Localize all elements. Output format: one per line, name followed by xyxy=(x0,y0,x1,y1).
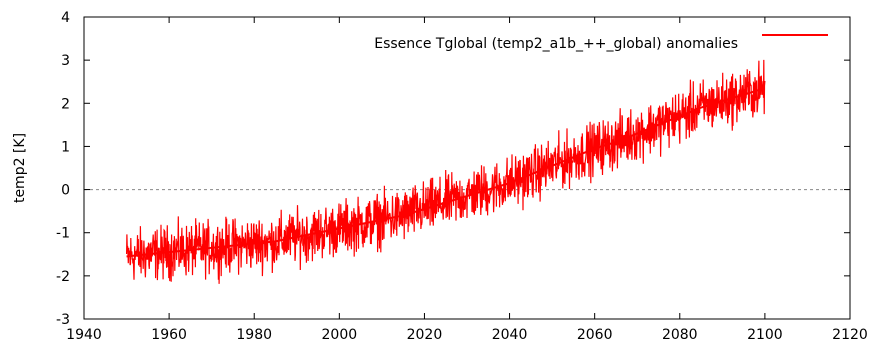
y-tick-label: 1 xyxy=(61,139,70,155)
legend-label: Essence Tglobal (temp2_a1b_++_global) an… xyxy=(374,36,738,52)
x-axis: 1940 1960 1980 2000 2020 2040 2060 2080 2100 2120 xyxy=(66,17,868,343)
y-tick-label: 4 xyxy=(61,10,70,26)
x-tick-label: 1960 xyxy=(151,327,187,343)
y-tick-label: 2 xyxy=(61,96,70,112)
legend: Essence Tglobal (temp2_a1b_++_global) an… xyxy=(374,34,828,52)
series-noise xyxy=(126,59,766,284)
y-tick-label: -2 xyxy=(56,269,70,285)
x-tick-label: 2100 xyxy=(747,327,783,343)
y-tick-label: -3 xyxy=(56,312,70,328)
y-tick-label: 0 xyxy=(61,183,70,199)
plot-frame xyxy=(83,16,851,320)
x-tick-label: 2080 xyxy=(662,327,698,343)
series-layer xyxy=(126,59,766,284)
x-tick-label: 2040 xyxy=(492,327,528,343)
x-tick-label: 2120 xyxy=(832,327,868,343)
x-tick-label: 1980 xyxy=(236,327,272,343)
y-tick-label: -1 xyxy=(56,226,70,242)
y-axis: -3 -2 -1 0 1 2 3 4 xyxy=(56,10,850,328)
y-tick-label: 3 xyxy=(61,53,70,69)
x-tick-label: 2020 xyxy=(407,327,443,343)
y-axis-label: temp2 [K] xyxy=(12,133,28,203)
x-tick-label: 2000 xyxy=(322,327,358,343)
x-tick-label: 2060 xyxy=(577,327,613,343)
x-tick-label: 1940 xyxy=(66,327,102,343)
